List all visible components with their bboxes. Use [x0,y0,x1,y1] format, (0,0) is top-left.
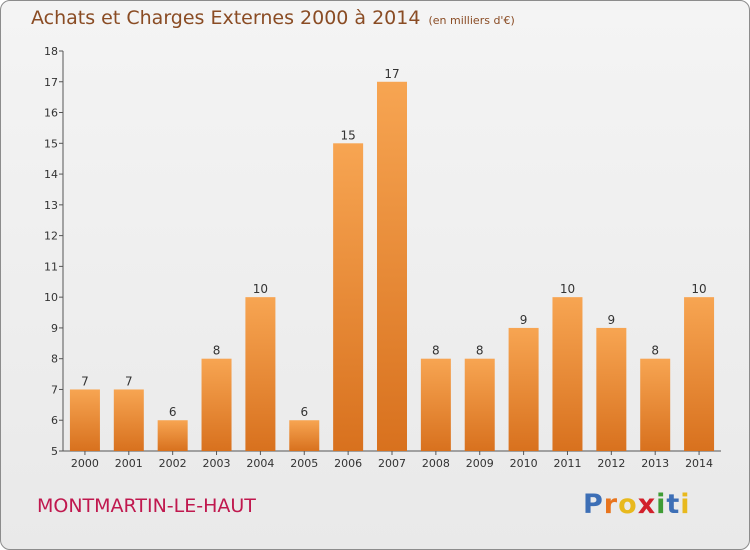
x-tick-label-2001: 2001 [115,457,143,470]
bar-2001 [113,389,144,451]
bar-2004 [245,297,276,451]
bar-2003 [201,358,232,451]
value-label-2001: 7 [125,374,133,388]
value-labels: 7 7 6 8 10 6 15 17 8 8 9 10 9 8 10 [81,67,707,419]
value-label-2005: 6 [300,405,308,419]
x-tick-label-2011: 2011 [553,457,581,470]
bar-2008 [420,358,451,451]
x-tick-label-2005: 2005 [290,457,318,470]
y-tick-label: 16 [44,107,58,120]
value-label-2008: 8 [432,344,440,358]
bar-2002 [157,420,188,451]
proxiti-logo: Proxiti [583,489,691,520]
y-tick-label: 10 [44,291,58,304]
value-label-2013: 8 [651,344,659,358]
value-label-2000: 7 [81,374,89,388]
chart-title-block: Achats et Charges Externes 2000 à 2014 (e… [31,7,515,29]
y-tick-label: 12 [44,230,58,243]
bar-2007 [377,81,407,452]
value-label-2009: 8 [476,344,484,358]
x-tick-label-2010: 2010 [510,457,538,470]
y-tick-label: 7 [51,383,58,396]
bar-2006 [333,143,364,452]
x-tick-label-2014: 2014 [685,457,713,470]
brand-letter: t [666,489,681,520]
x-tick-label-2012: 2012 [597,457,625,470]
value-label-2006: 15 [340,128,355,142]
value-label-2011: 10 [560,282,575,296]
x-tick-label-2006: 2006 [334,457,362,470]
bar-2014 [684,297,715,451]
y-tick-label: 11 [44,260,58,273]
x-tick-label-2000: 2000 [71,457,99,470]
chart-subtitle: (en milliers d'€) [428,14,515,27]
brand-letter: i [656,489,667,520]
brand-letter: i [680,489,691,520]
x-tick-label-2009: 2009 [466,457,494,470]
value-label-2012: 9 [608,313,616,327]
commune-name: MONTMARTIN-LE-HAUT [37,495,256,517]
x-tick-label-2003: 2003 [203,457,231,470]
y-tick-label: 15 [44,137,58,150]
x-tick-label-2007: 2007 [378,457,406,470]
y-tick-label: 8 [51,353,58,366]
bar-2011 [552,297,583,451]
value-label-2004: 10 [253,282,268,296]
value-label-2007: 17 [384,67,399,81]
x-tick-label-2004: 2004 [246,457,274,470]
bar-2009 [464,358,495,451]
brand-letter: r [603,489,619,520]
chart-title: Achats et Charges Externes 2000 à 2014 [31,7,421,29]
y-tick-label: 5 [51,445,58,458]
y-axis: 5 6 7 8 9 10 11 12 13 14 15 16 17 18 [44,45,64,458]
bar-2013 [640,358,671,451]
bar-2012 [596,327,627,451]
bars [69,81,715,452]
x-axis: 2000 2001 2002 2003 2004 2005 2006 2007 2008 2009… [63,450,721,470]
y-tick-label: 17 [44,76,58,89]
y-tick-label: 6 [51,414,58,427]
y-tick-label: 14 [44,168,58,181]
bar-2010 [508,327,539,451]
value-label-2014: 10 [691,282,706,296]
brand-letter: P [583,489,604,520]
y-tick-label: 9 [51,322,58,335]
x-tick-label-2008: 2008 [422,457,450,470]
value-label-2003: 8 [213,344,221,358]
bar-2005 [289,420,320,451]
x-tick-label-2002: 2002 [159,457,187,470]
brand-letter: x [637,489,657,520]
value-label-2010: 9 [520,313,528,327]
brand-letter: o [618,489,638,520]
value-label-2002: 6 [169,405,177,419]
x-tick-label-2013: 2013 [641,457,669,470]
y-tick-label: 18 [44,45,58,58]
bar-2000 [69,389,100,451]
y-tick-label: 13 [44,199,58,212]
